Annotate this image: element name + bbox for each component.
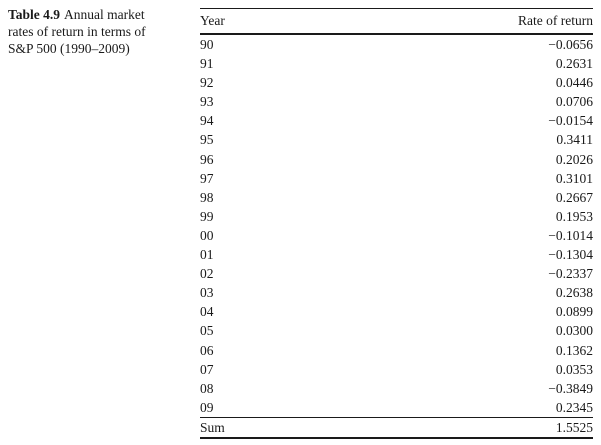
rates-table: Year Rate of return 90 −0.0656 91 0.2631 92 0… (200, 8, 593, 439)
table-body: 90 −0.0656 91 0.2631 92 0.0446 93 0.0706 94 −0.01… (200, 34, 593, 417)
table-row: 06 0.1362 (200, 341, 593, 360)
sum-row: Sum 1.5525 (200, 416, 593, 438)
table-row: 90 −0.0656 (200, 34, 593, 54)
year-cell: 04 (200, 304, 214, 320)
year-cell: 94 (200, 113, 214, 129)
rate-of-return-cell: 0.3411 (556, 132, 593, 148)
table-caption: Table 4.9 Annual market rates of return i… (8, 6, 194, 57)
table-row: 94 −0.0154 (200, 111, 593, 130)
year-cell: 01 (200, 247, 214, 263)
table-header: Year Rate of return (200, 8, 593, 35)
rate-of-return-cell: 0.1362 (555, 342, 593, 358)
year-cell: 05 (200, 323, 214, 339)
rate-of-return-cell: 0.0706 (555, 94, 593, 110)
table-row: 05 0.0300 (200, 321, 593, 340)
rate-of-return-cell: −0.0154 (548, 113, 593, 129)
table-row: 92 0.0446 (200, 73, 593, 92)
table-row: 97 0.3101 (200, 169, 593, 188)
table-footer: Sum 1.5525 (200, 416, 593, 438)
year-cell: 98 (200, 189, 214, 205)
rate-of-return-cell: −0.1014 (548, 227, 593, 243)
table-row: 08 −0.3849 (200, 379, 593, 398)
table-row: 96 0.2026 (200, 150, 593, 169)
year-cell: 95 (200, 132, 214, 148)
rate-of-return-cell: 0.2667 (555, 189, 593, 205)
table-row: 02 −0.2337 (200, 264, 593, 283)
rate-of-return-cell: −0.1304 (548, 247, 593, 263)
table-row: 93 0.0706 (200, 92, 593, 111)
table-row: 95 0.3411 (200, 130, 593, 149)
year-cell: 00 (200, 227, 214, 243)
year-cell: 06 (200, 342, 214, 358)
year-cell: 96 (200, 151, 214, 167)
year-cell: 02 (200, 266, 214, 282)
rate-of-return-cell: 0.0446 (555, 75, 593, 91)
column-header-year: Year (200, 8, 298, 35)
rate-of-return-cell: 0.0300 (555, 323, 593, 339)
rate-of-return-cell: −0.3849 (548, 380, 593, 396)
table-row: 04 0.0899 (200, 302, 593, 321)
rates-table-container: Year Rate of return 90 −0.0656 91 0.2631 92 0… (200, 8, 593, 439)
sum-label-cell: Sum (200, 416, 298, 438)
rate-of-return-cell: 0.1953 (555, 208, 593, 224)
table-row: 09 0.2345 (200, 398, 593, 418)
year-cell: 08 (200, 380, 214, 396)
table-row: 03 0.2638 (200, 283, 593, 302)
table-row: 00 −0.1014 (200, 226, 593, 245)
rate-of-return-cell: −0.0656 (548, 37, 593, 52)
table-row: 99 0.1953 (200, 207, 593, 226)
caption-line-1: Table 4.9 Annual market (8, 6, 194, 23)
table-row: 98 0.2667 (200, 188, 593, 207)
rate-of-return-cell: 0.0899 (555, 304, 593, 320)
rate-of-return-cell: 0.0353 (555, 361, 593, 377)
year-cell: 03 (200, 285, 214, 301)
caption-table-number: Table 4.9 (8, 7, 61, 22)
table-row: 07 0.0353 (200, 360, 593, 379)
rate-of-return-cell: 0.2631 (555, 56, 593, 72)
table-row: 91 0.2631 (200, 54, 593, 73)
year-cell: 92 (200, 75, 214, 91)
rate-of-return-cell: 0.2345 (555, 399, 593, 415)
header-row: Year Rate of return (200, 8, 593, 35)
year-cell: 93 (200, 94, 214, 110)
table-row: 01 −0.1304 (200, 245, 593, 264)
year-cell: 07 (200, 361, 214, 377)
caption-text-part-1: Annual market (64, 7, 145, 22)
year-cell: 09 (200, 399, 214, 415)
rate-of-return-cell: 0.2026 (555, 151, 593, 167)
caption-line-2: rates of return in terms of (8, 24, 146, 39)
year-cell: 90 (200, 37, 214, 52)
rate-of-return-cell: −0.2337 (548, 266, 593, 282)
year-cell: 99 (200, 208, 214, 224)
caption-line-3: S&P 500 (1990–2009) (8, 41, 130, 56)
year-cell: 97 (200, 170, 214, 186)
rate-of-return-cell: 0.3101 (555, 170, 593, 186)
sum-value-cell: 1.5525 (297, 416, 593, 438)
year-cell: 91 (200, 56, 214, 72)
column-header-rate-of-return: Rate of return (297, 8, 593, 35)
rate-of-return-cell: 0.2638 (555, 285, 593, 301)
